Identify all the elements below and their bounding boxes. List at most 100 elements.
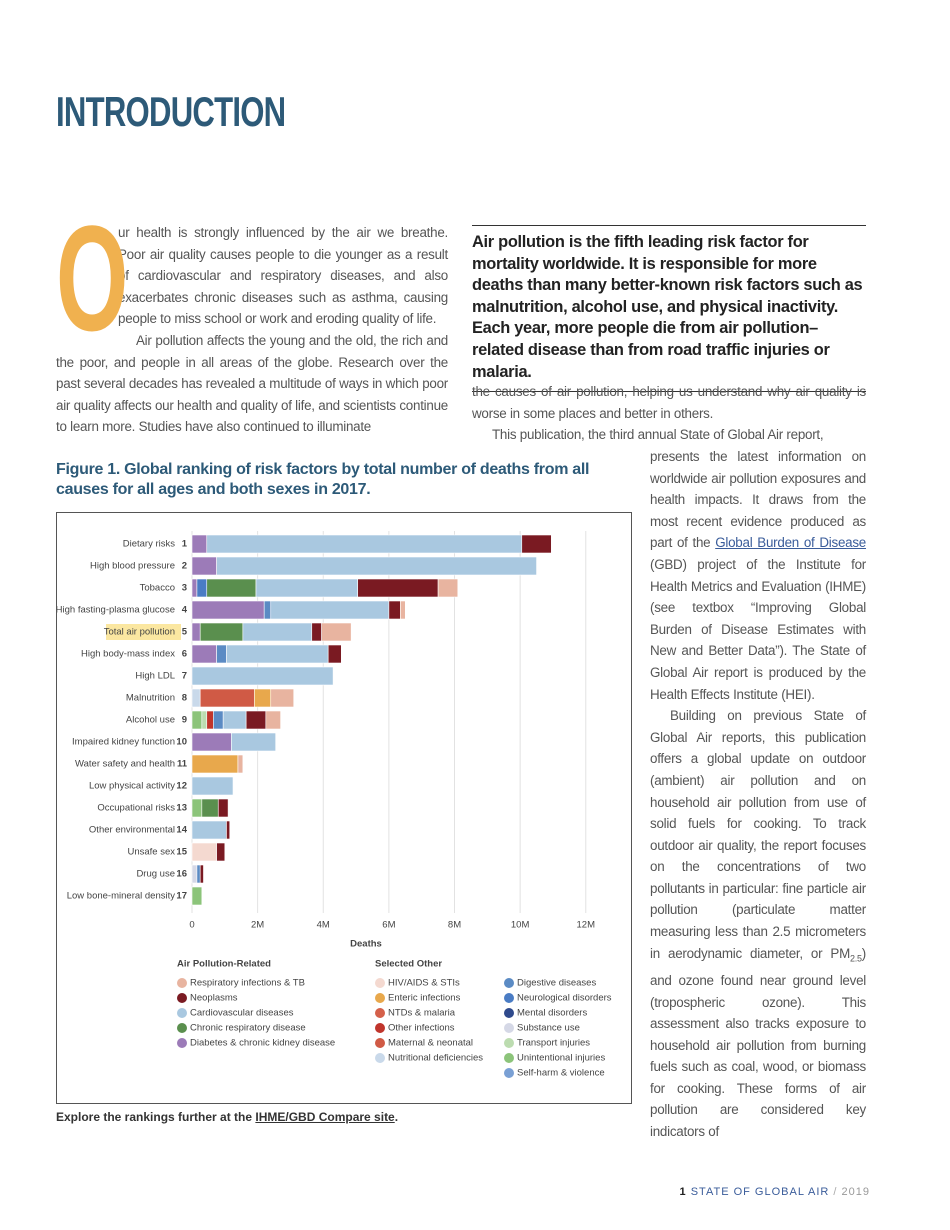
- drop-cap: O: [56, 194, 129, 362]
- rank-label: 9: [182, 715, 187, 726]
- category-label: Tobacco: [140, 583, 175, 594]
- legend-title: Air Pollution-Related: [177, 959, 271, 970]
- bar-segment: [437, 578, 459, 598]
- bar-segment: [191, 578, 198, 598]
- bar-segment: [191, 754, 239, 774]
- legend-swatch: [375, 1023, 385, 1033]
- text: ) and ozone found near ground level (tro…: [650, 945, 866, 1140]
- bar-segment: [216, 556, 537, 576]
- legend-label: Cardiovascular diseases: [190, 1008, 294, 1019]
- bar-segment: [400, 600, 406, 620]
- bar-segment: [191, 776, 234, 796]
- x-tick-label: 2M: [251, 920, 264, 931]
- bar-segment: [199, 864, 204, 884]
- bar-segment: [521, 534, 552, 554]
- legend-swatch: [504, 1068, 514, 1078]
- publication: STATE OF GLOBAL AIR: [690, 1186, 830, 1198]
- bar-segment: [321, 622, 352, 642]
- text: presents the latest information on world…: [650, 449, 866, 551]
- rank-label: 8: [182, 693, 187, 704]
- bar-segment: [217, 798, 229, 818]
- paragraph: This publication, the third annual State…: [492, 427, 824, 443]
- paragraph: Air pollution affects the young and the …: [56, 332, 448, 435]
- legend-label: Mental disorders: [517, 1008, 587, 1019]
- bar-segment: [201, 798, 219, 818]
- category-label: Other environmental: [89, 825, 175, 836]
- link[interactable]: IHME/GBD Compare site: [255, 1110, 395, 1124]
- legend-swatch: [375, 1038, 385, 1048]
- x-axis-label: Deaths: [350, 939, 382, 950]
- bar-segment: [191, 864, 198, 884]
- legend-swatch: [504, 993, 514, 1003]
- bar-segment: [191, 710, 203, 730]
- bar-segment: [327, 644, 342, 664]
- bar-segment: [216, 644, 227, 664]
- rank-label: 17: [176, 891, 187, 902]
- legend-swatch: [504, 978, 514, 988]
- bar-segment: [311, 622, 322, 642]
- legend-swatch: [177, 993, 187, 1003]
- bar-segment: [231, 732, 276, 752]
- category-label: High body-mass index: [81, 649, 175, 660]
- rank-label: 10: [176, 737, 187, 748]
- rank-label: 13: [176, 803, 187, 814]
- page-number: 1: [679, 1186, 687, 1198]
- bar-segment: [196, 864, 201, 884]
- bar-segment: [191, 688, 201, 708]
- link[interactable]: Global Burden of Disease: [715, 535, 866, 551]
- bar-segment: [206, 578, 257, 598]
- column-text: the causes of air pollution, helping us …: [472, 381, 866, 446]
- year: 2019: [841, 1186, 870, 1198]
- category-label: High fasting-plasma glucose: [57, 605, 175, 616]
- category-label: Low bone-mineral density: [67, 891, 176, 902]
- legend-label: Diabetes & chronic kidney disease: [190, 1038, 335, 1049]
- page-title: INTRODUCTION: [56, 88, 286, 135]
- separator: /: [833, 1186, 838, 1198]
- legend-label: HIV/AIDS & STIs: [388, 978, 460, 989]
- paragraph: ur health is strongly influenced by the …: [118, 225, 448, 327]
- rank-label: 12: [176, 781, 187, 792]
- figure-caption: Figure 1. Global ranking of risk factors…: [56, 461, 590, 498]
- legend-label: Nutritional deficiencies: [388, 1053, 483, 1064]
- category-label: Alcohol use: [126, 715, 175, 726]
- bar-segment: [196, 578, 208, 598]
- x-tick-label: 12M: [577, 920, 596, 931]
- bar-segment: [270, 600, 390, 620]
- rank-label: 16: [176, 869, 187, 880]
- legend-label: Chronic respiratory disease: [190, 1023, 306, 1034]
- legend-label: NTDs & malaria: [388, 1008, 456, 1019]
- legend-swatch: [177, 1023, 187, 1033]
- legend-swatch: [504, 1038, 514, 1048]
- bar-segment: [254, 688, 272, 708]
- legend-swatch: [177, 1008, 187, 1018]
- bar-segment: [226, 644, 329, 664]
- bar-segment: [388, 600, 401, 620]
- legend-swatch: [375, 1053, 385, 1063]
- legend-label: Transport injuries: [517, 1038, 590, 1049]
- bar-segment: [206, 710, 214, 730]
- rank-label: 7: [182, 671, 187, 682]
- legend-label: Maternal & neonatal: [388, 1038, 473, 1049]
- bar-segment: [237, 754, 244, 774]
- x-tick-label: 8M: [448, 920, 461, 931]
- x-tick-label: 4M: [317, 920, 330, 931]
- bar-segment: [216, 842, 226, 862]
- pull-quote: Air pollution is the fifth leading risk …: [472, 225, 866, 393]
- legend-label: Substance use: [517, 1023, 580, 1034]
- figure-note: Explore the rankings further at the IHME…: [56, 1110, 398, 1124]
- x-tick-label: 10M: [511, 920, 530, 931]
- bar-segment: [191, 534, 208, 554]
- legend-label: Enteric infections: [388, 993, 461, 1004]
- rank-label: 14: [176, 825, 187, 836]
- bar-segment: [270, 688, 295, 708]
- legend-label: Neoplasms: [190, 993, 238, 1004]
- bar-segment: [213, 710, 224, 730]
- category-label: High blood pressure: [90, 561, 175, 572]
- bar-segment: [201, 710, 208, 730]
- figure-box: 0 2M 4M 6M 8M 10M 12M Deaths Dietary risks 1 High …: [56, 512, 632, 1104]
- bar-segment: [199, 622, 244, 642]
- legend-label: Self-harm & violence: [517, 1068, 605, 1079]
- legend-swatch: [375, 978, 385, 988]
- category-label: Drug use: [136, 869, 175, 880]
- x-tick-label: 6M: [382, 920, 395, 931]
